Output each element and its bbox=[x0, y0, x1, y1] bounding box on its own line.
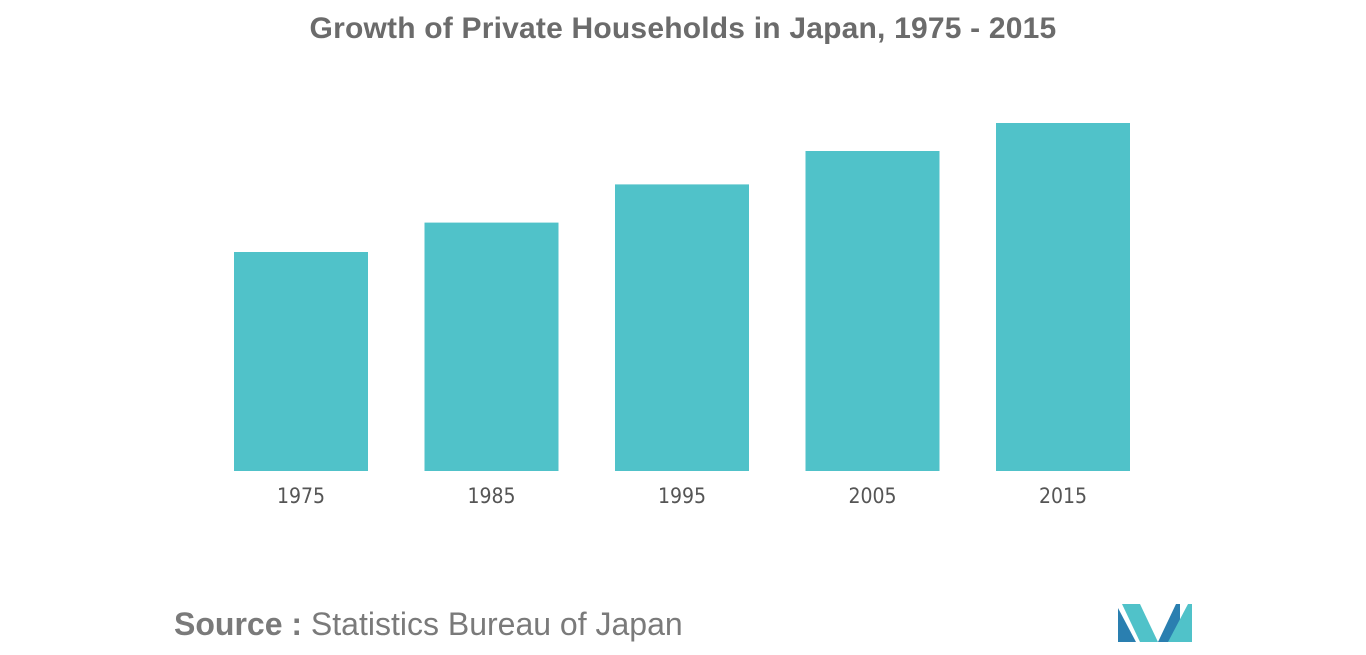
source-note: Source : Statistics Bureau of Japan bbox=[174, 606, 683, 643]
x-tick-label-1995: 1995 bbox=[658, 484, 706, 508]
x-axis-tick-labels: 1975 1985 1995 2005 2015 bbox=[277, 484, 1087, 508]
x-tick-label-1985: 1985 bbox=[467, 484, 515, 508]
chart-title: Growth of Private Households in Japan, 1… bbox=[309, 12, 1057, 45]
x-tick-label-1975: 1975 bbox=[277, 484, 325, 508]
bar-2005 bbox=[805, 151, 940, 471]
source-label: Source : bbox=[174, 606, 303, 642]
brand-logo bbox=[1118, 604, 1192, 642]
bars-layer bbox=[234, 123, 1130, 471]
x-tick-label-2015: 2015 bbox=[1039, 484, 1087, 508]
x-tick-label-2005: 2005 bbox=[848, 484, 896, 508]
bar-1995 bbox=[615, 184, 749, 471]
bar-1985 bbox=[424, 222, 559, 471]
source-text: Statistics Bureau of Japan bbox=[310, 606, 683, 642]
bar-2015 bbox=[996, 123, 1130, 471]
bar-1975 bbox=[234, 252, 368, 471]
